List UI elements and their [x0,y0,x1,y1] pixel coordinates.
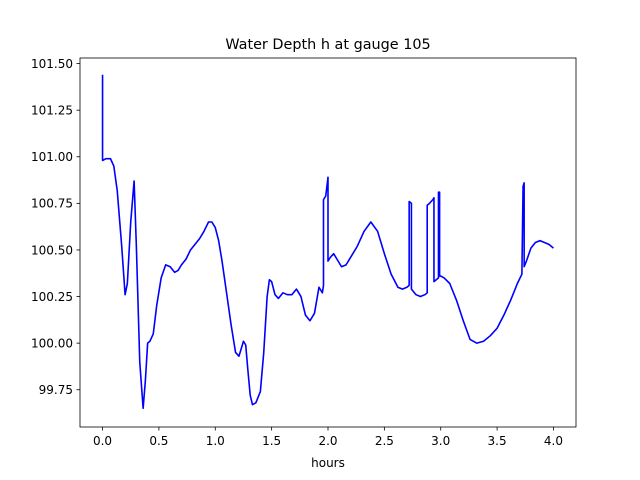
y-tick-label: 99.75 [39,383,73,397]
plot-area [101,74,554,410]
x-tick-label: 2.0 [318,434,337,448]
y-tick-label: 100.25 [31,290,73,304]
x-tick-label: 4.0 [544,434,563,448]
x-tick-label: 3.5 [488,434,507,448]
y-tick-label: 100.00 [31,336,73,350]
y-tick-label: 101.25 [31,103,73,117]
x-tick-label: 1.5 [262,434,281,448]
y-tick-label: 101.00 [31,150,73,164]
chart-title: Water Depth h at gauge 105 [225,37,430,53]
x-tick-label: 0.5 [149,434,168,448]
series-line [101,74,554,410]
y-axis: 99.75 100.00 100.25 100.50 100.75 101.00 101.2… [31,57,80,397]
x-tick-label: 0.0 [93,434,112,448]
x-axis-label: hours [311,456,345,470]
x-axis: 0.0 0.5 1.0 1.5 2.0 2.5 3.0 3.5 4.0 [93,427,563,448]
y-tick-label: 101.50 [31,57,73,71]
y-tick-label: 100.50 [31,243,73,257]
x-tick-label: 2.5 [375,434,394,448]
y-tick-label: 100.75 [31,197,73,211]
x-tick-label: 3.0 [431,434,450,448]
x-tick-label: 1.0 [206,434,225,448]
